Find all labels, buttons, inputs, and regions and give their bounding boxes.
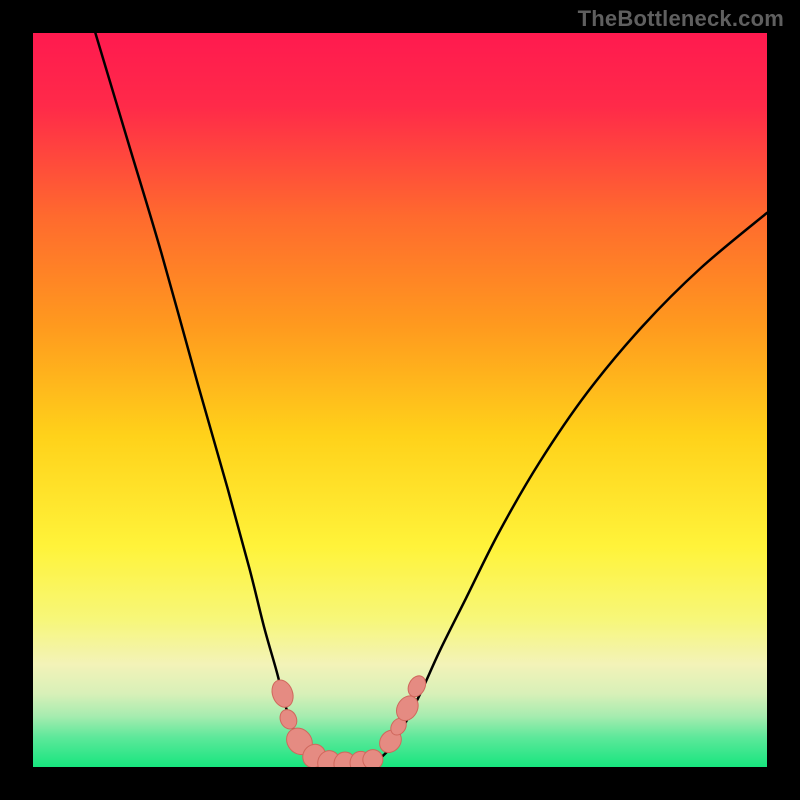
chart-background xyxy=(33,33,767,767)
outer-frame: TheBottleneck.com xyxy=(0,0,800,800)
watermark-text: TheBottleneck.com xyxy=(578,6,784,32)
bottleneck-chart xyxy=(33,33,767,767)
